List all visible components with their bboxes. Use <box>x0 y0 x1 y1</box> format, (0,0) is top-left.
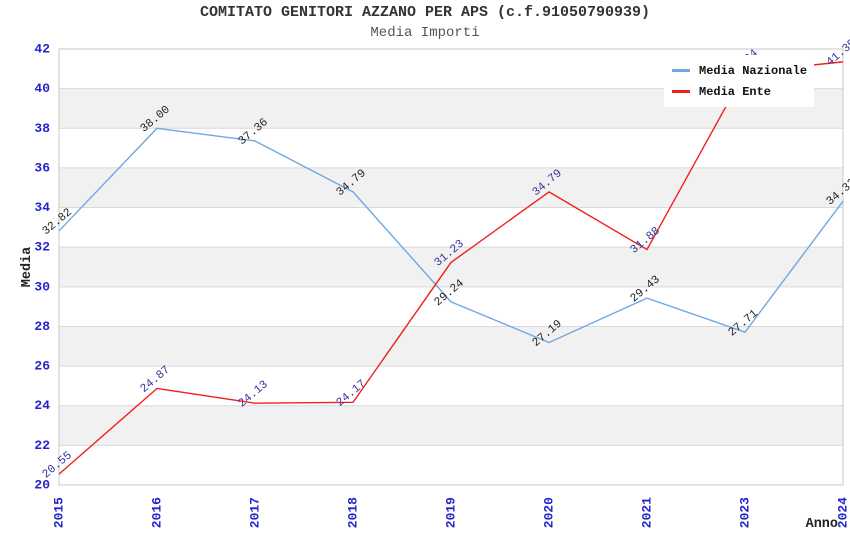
x-tick-label: 2020 <box>542 497 557 528</box>
plot-band <box>59 445 843 485</box>
x-tick-label: 2017 <box>248 497 263 528</box>
x-tick-label: 2024 <box>836 497 850 528</box>
y-tick-label: 22 <box>34 438 50 453</box>
y-tick-label: 42 <box>34 42 50 57</box>
y-tick-label: 20 <box>34 478 50 493</box>
plot-band <box>59 167 843 208</box>
plot-border <box>58 48 844 486</box>
x-tick-label: 2021 <box>640 497 655 528</box>
plot-band <box>59 405 843 446</box>
legend-item-media-nazionale: Media Nazionale <box>672 60 810 81</box>
y-axis-title: Media <box>20 247 35 288</box>
legend-item-media-ente: Media Ente <box>672 81 810 102</box>
series-line-media-nazionale <box>58 127 844 344</box>
y-tick-label: 40 <box>34 81 50 96</box>
y-tick-label: 36 <box>34 160 50 175</box>
x-tick-label: 2023 <box>738 497 753 528</box>
plot-band <box>59 326 843 367</box>
y-tick-label: 24 <box>34 398 50 413</box>
legend: Media Nazionale Media Ente <box>664 55 814 107</box>
legend-label-media-nazionale: Media Nazionale <box>699 63 808 78</box>
legend-label-media-ente: Media Ente <box>699 84 772 99</box>
chart-title: COMITATO GENITORI AZZANO PER APS (c.f.91… <box>199 4 651 21</box>
x-tick-label: 2019 <box>444 497 459 528</box>
x-axis-title: Anno <box>806 517 838 532</box>
chart-subtitle: Media Importi <box>370 25 480 41</box>
legend-swatch-media-ente <box>672 90 690 93</box>
x-tick-label: 2018 <box>346 497 361 528</box>
y-tick-label: 28 <box>34 319 50 334</box>
x-tick-label: 2016 <box>150 497 165 528</box>
y-tick-label: 30 <box>34 279 50 294</box>
plot-band <box>59 247 843 287</box>
legend-swatch-media-nazionale <box>672 69 690 72</box>
series-line-media-ente <box>58 61 844 475</box>
plot-band <box>59 128 843 168</box>
plot-band <box>59 207 843 248</box>
y-tick-label: 32 <box>34 240 50 255</box>
y-tick-label: 26 <box>34 359 50 374</box>
y-tick-label: 38 <box>34 121 50 136</box>
y-tick-label: 34 <box>34 200 50 215</box>
plot-band <box>59 366 843 406</box>
x-tick-label: 2015 <box>52 497 67 528</box>
plot-band <box>59 286 843 327</box>
